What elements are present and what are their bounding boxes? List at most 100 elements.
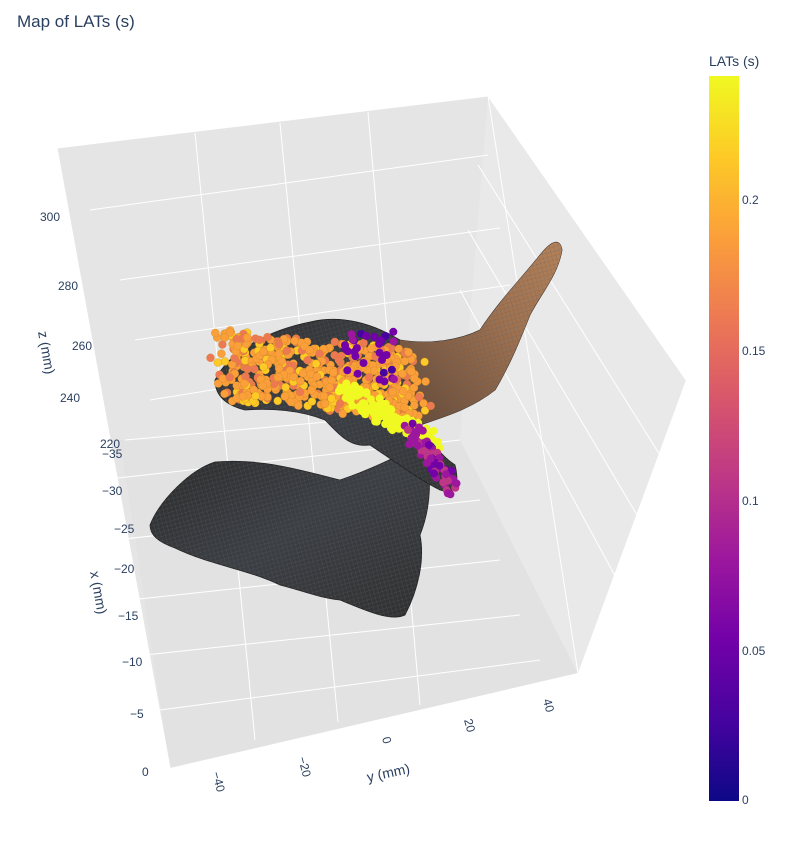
lat-points	[206, 326, 461, 499]
lat-point	[259, 362, 268, 372]
lat-point	[341, 341, 349, 350]
lat-point	[319, 391, 329, 401]
lat-point	[307, 397, 317, 406]
lat-point	[343, 347, 352, 356]
lat-point	[430, 469, 438, 478]
lat-point	[377, 410, 386, 419]
grid-line	[119, 227, 501, 281]
lat-point	[420, 447, 429, 455]
lat-point	[389, 337, 398, 346]
colorbar-gradient	[709, 76, 739, 801]
lat-point	[420, 406, 430, 415]
lat-point	[307, 386, 316, 395]
lat-point	[359, 338, 368, 348]
y-tick-label: 0	[379, 735, 394, 745]
colorbar-tick-label: 0	[742, 793, 749, 807]
y-tick-label: −40	[209, 770, 228, 794]
lat-point	[421, 377, 430, 386]
colorbar-tick-label: 0.1	[742, 494, 759, 508]
lat-point	[305, 345, 314, 355]
lat-point	[280, 392, 289, 401]
lat-point	[376, 336, 385, 345]
lat-point	[225, 328, 235, 337]
colorbar-tick-label: 0.15	[742, 344, 766, 358]
y-tick-label: 40	[540, 697, 557, 714]
lat-point	[359, 359, 368, 367]
lat-point	[343, 366, 352, 375]
lat-point	[320, 399, 330, 408]
lat-point	[277, 356, 286, 366]
lat-point	[263, 332, 272, 342]
lat-point	[290, 336, 299, 346]
lat-point	[377, 399, 386, 408]
lat-point	[294, 401, 303, 410]
lat-point	[211, 328, 220, 338]
lat-point	[311, 359, 321, 368]
lat-point	[220, 357, 230, 366]
x-axis-title: x (mm)	[87, 570, 110, 616]
lat-point	[225, 373, 234, 382]
x-tick-label: 0	[142, 765, 149, 779]
lat-point	[414, 392, 424, 402]
lat-point	[230, 353, 239, 363]
grid-line	[89, 154, 489, 211]
lat-point	[353, 369, 362, 378]
side-wall	[460, 96, 686, 673]
lat-point	[349, 392, 358, 401]
lat-point	[250, 365, 259, 374]
lat-point	[218, 340, 227, 349]
lat-point	[341, 393, 350, 402]
x-tick-label: −30	[102, 484, 123, 498]
lat-point	[370, 366, 379, 375]
grid-line	[159, 659, 541, 711]
lat-point	[426, 401, 435, 411]
z-tick-label: 260	[72, 339, 92, 353]
lat-point	[435, 461, 444, 470]
lat-point	[391, 418, 400, 427]
lat-point	[361, 388, 370, 397]
lat-point	[289, 372, 298, 382]
lat-point	[338, 409, 347, 418]
lat-point	[243, 364, 252, 374]
lat-point	[418, 426, 427, 435]
lat-point	[348, 401, 357, 410]
lat-point	[404, 425, 412, 434]
lat-point	[282, 346, 291, 355]
lat-point	[357, 407, 366, 416]
lat-point	[315, 349, 324, 358]
lat-point	[399, 387, 408, 396]
lat-point	[400, 403, 409, 412]
lat-point	[259, 347, 268, 356]
lat-point	[385, 404, 394, 413]
chart-title: Map of LATs (s)	[17, 12, 135, 31]
lat-point	[329, 368, 338, 377]
lat-point	[426, 454, 435, 463]
z-tick-label: 220	[100, 437, 120, 451]
lat-point	[429, 427, 438, 435]
scene-3d[interactable]: 220 240 260 280 300 −35 −30 −25 −20 −15 −10 −5 0 −40 −…	[35, 95, 687, 794]
y-tick-label: −20	[295, 755, 314, 779]
lat-point	[243, 333, 252, 342]
lat-point	[375, 348, 384, 357]
colorbar-title: LATs (s)	[709, 53, 759, 69]
lat-point	[233, 341, 242, 351]
lat-point	[425, 441, 434, 449]
lat-point	[379, 368, 388, 377]
grid-line	[487, 95, 579, 674]
lat-point	[206, 353, 215, 362]
lat-point	[330, 337, 339, 347]
lat-point	[400, 356, 410, 366]
axis-tick-labels: 220 240 260 280 300 −35 −30 −25 −20 −15 −10 −5 0 −40 −…	[40, 210, 557, 794]
lat-point	[410, 401, 419, 410]
grid-line	[134, 284, 511, 341]
lat-point	[251, 391, 260, 401]
lat-point	[398, 369, 407, 378]
x-tick-label: −35	[102, 447, 123, 461]
grid-line	[194, 132, 256, 741]
lat-point	[327, 394, 336, 403]
x-tick-label: −5	[130, 707, 144, 721]
lat-point	[296, 376, 305, 386]
lat-point	[439, 478, 448, 487]
x-tick-label: −15	[118, 609, 139, 623]
